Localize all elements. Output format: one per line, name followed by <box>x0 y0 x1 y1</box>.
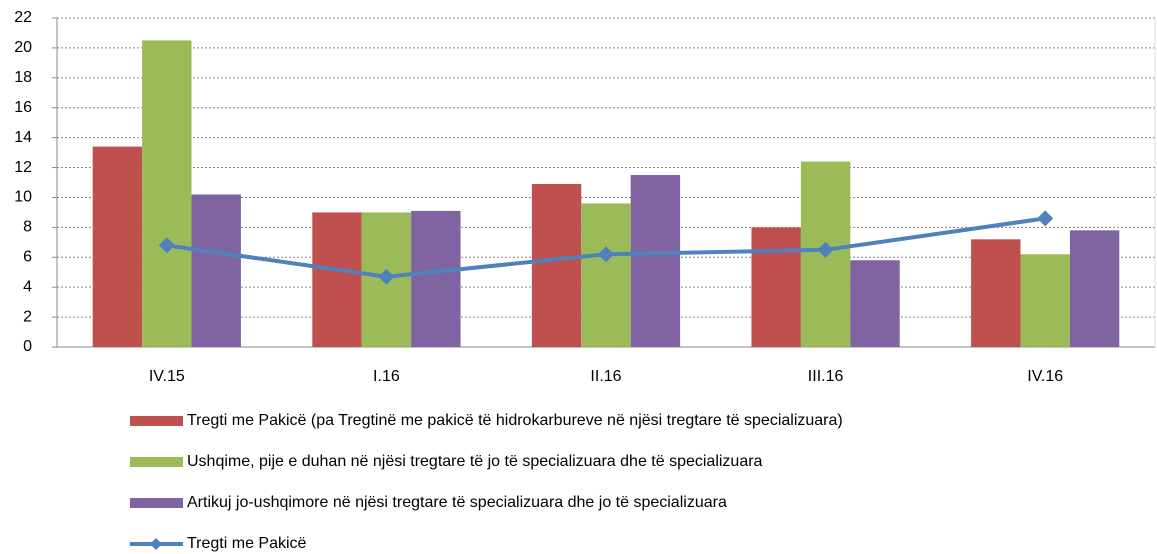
x-tick-label: III.16 <box>808 368 844 385</box>
y-tick-label: 2 <box>23 308 32 325</box>
line-marker <box>158 237 175 254</box>
x-tick-label: II.16 <box>590 368 621 385</box>
x-tick-label: IV.15 <box>149 368 185 385</box>
legend-label: Ushqime, pije e duhan në njësi tregtare … <box>187 453 763 470</box>
bar <box>581 203 631 347</box>
line-marker <box>817 241 834 258</box>
legend-swatch <box>130 498 183 508</box>
y-tick-label: 12 <box>14 159 32 176</box>
y-tick-label: 4 <box>23 278 32 295</box>
legend-swatch <box>150 538 162 550</box>
bar <box>312 212 362 347</box>
bar <box>751 227 801 347</box>
bar <box>850 260 900 347</box>
bar <box>191 194 241 347</box>
bar <box>1069 230 1120 347</box>
y-tick-label: 8 <box>23 219 32 236</box>
y-tick-label: 22 <box>14 9 32 26</box>
y-tick-label: 14 <box>14 129 32 146</box>
legend-label: Tregti me Pakicë <box>187 535 307 552</box>
y-tick-label: 20 <box>14 39 32 56</box>
legend-label: Artikuj jo-ushqimore në njësi tregtare t… <box>187 494 727 511</box>
bar <box>630 175 681 347</box>
y-tick-label: 6 <box>23 248 32 265</box>
y-tick-label: 16 <box>14 99 32 116</box>
legend-swatch <box>130 457 183 467</box>
y-tick-label: 10 <box>14 189 32 206</box>
bar <box>92 146 143 347</box>
bar <box>411 210 461 347</box>
legend-label: Tregti me Pakicë (pa Tregtinë me pakicë … <box>187 412 843 429</box>
line-marker <box>1037 210 1054 227</box>
line-marker <box>378 268 395 285</box>
bar <box>142 40 192 347</box>
bar <box>531 183 582 347</box>
bar <box>1020 254 1070 347</box>
x-tick-label: I.16 <box>373 368 400 385</box>
y-tick-label: 0 <box>23 338 32 355</box>
legend-swatch <box>130 416 183 426</box>
line-marker <box>598 246 614 263</box>
x-tick-label: IV.16 <box>1027 368 1063 385</box>
y-tick-label: 18 <box>14 69 32 86</box>
bar <box>971 239 1021 347</box>
